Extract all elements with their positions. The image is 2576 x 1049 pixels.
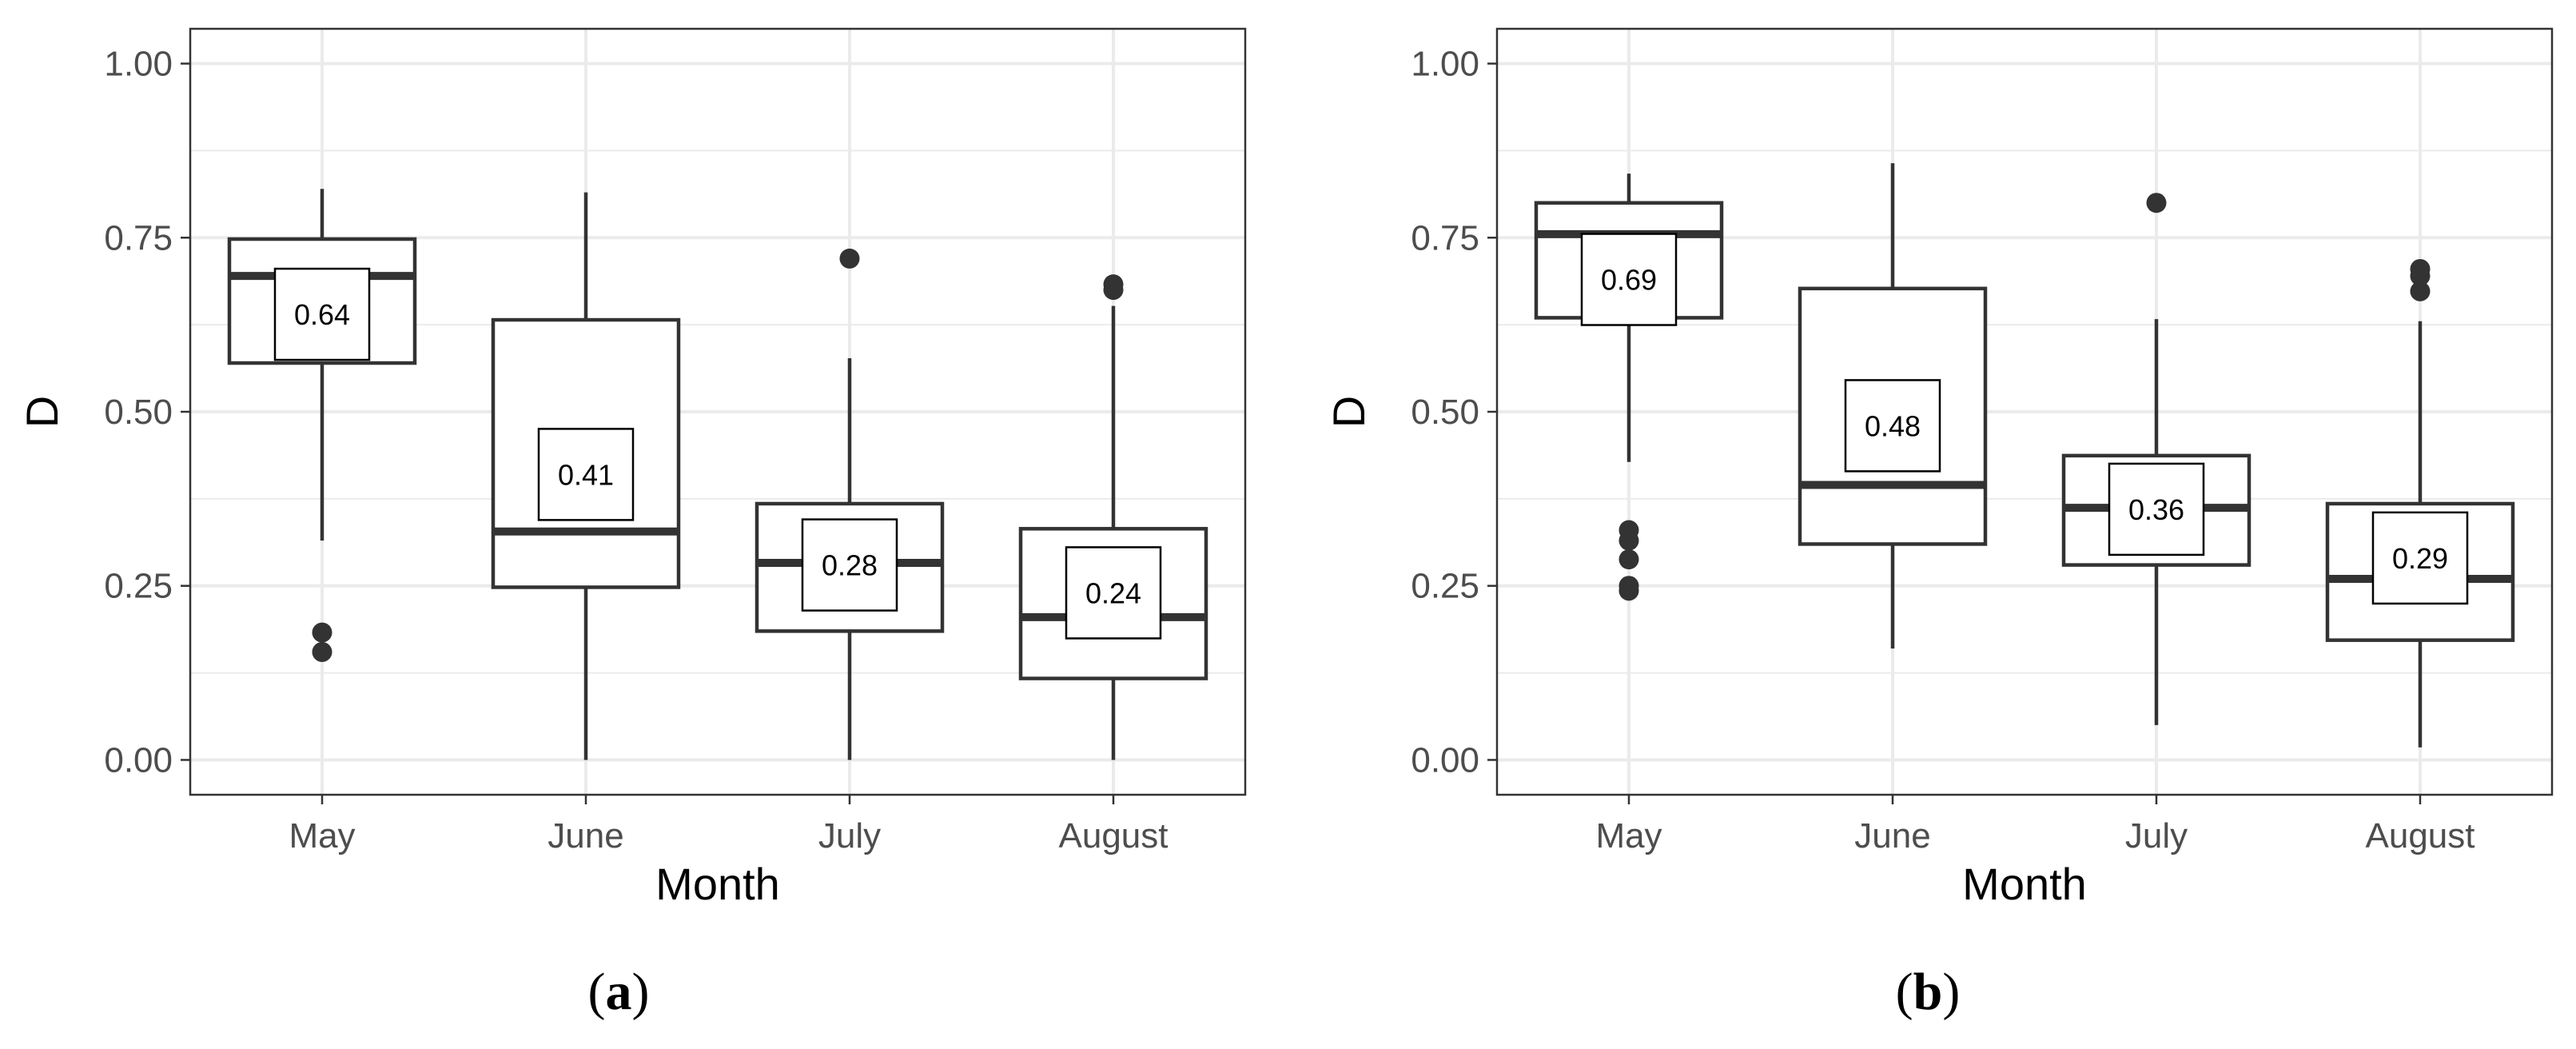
y-ticks: 0.00 0.25 0.50 0.75 1.00 xyxy=(104,45,190,780)
panel-a: 0.64 0.41 0.28 0.24 0.00 0.25 0.50 0.75 1.00 Ma… xyxy=(17,27,1247,1021)
x-tick-label: May xyxy=(289,816,355,856)
x-ticks: May June July August xyxy=(1595,795,2474,856)
mean-label: 0.64 xyxy=(294,298,350,331)
outlier-point xyxy=(2410,281,2431,301)
y-tick-label: 0.75 xyxy=(1411,218,1479,257)
x-tick-label: June xyxy=(1854,816,1930,856)
mean-label: 0.24 xyxy=(1085,576,1141,609)
x-tick-label: July xyxy=(2125,816,2188,856)
panel-label: (a) xyxy=(588,963,650,1021)
outlier-point xyxy=(1618,530,1639,551)
mean-label: 0.48 xyxy=(1865,409,1921,442)
mean-label-box xyxy=(273,267,371,361)
outlier-point xyxy=(1618,549,1639,570)
outlier-point xyxy=(312,641,332,662)
box-july: 0.28 xyxy=(754,248,945,760)
panel-label: (b) xyxy=(1896,963,1961,1021)
mean-label: 0.41 xyxy=(558,458,614,491)
mean-label: 0.36 xyxy=(2128,493,2184,526)
x-tick-label: June xyxy=(547,816,623,856)
x-tick-label: July xyxy=(818,816,881,856)
box-body xyxy=(1798,286,1988,546)
panel-b: 0.69 0.48 0.36 0.29 0.00 0.25 0.50 0.75 1.00 Ma… xyxy=(1324,27,2554,1021)
box-layer: 0.69 0.48 0.36 0.29 xyxy=(1534,163,2515,748)
mean-label: 0.28 xyxy=(822,549,878,582)
box-august: 0.29 xyxy=(2325,258,2515,748)
outlier-point xyxy=(312,622,332,643)
x-tick-label: May xyxy=(1595,816,1662,856)
mean-label-box xyxy=(2108,462,2205,556)
box-layer: 0.64 0.41 0.28 0.24 xyxy=(227,189,1208,760)
box-june: 0.41 xyxy=(491,192,681,760)
mean-label: 0.29 xyxy=(2392,542,2448,575)
box-july: 0.36 xyxy=(2061,193,2252,725)
mean-label-box xyxy=(2371,511,2469,605)
y-tick-label: 0.50 xyxy=(1411,393,1479,432)
outlier-point xyxy=(1103,280,1124,301)
outlier-point xyxy=(839,248,860,269)
y-tick-label: 0.25 xyxy=(1411,567,1479,606)
box-may: 0.69 xyxy=(1534,174,1724,601)
x-axis-title: Month xyxy=(1962,859,2087,909)
y-tick-label: 1.00 xyxy=(1411,45,1479,84)
mean-label: 0.69 xyxy=(1601,264,1657,297)
box-june: 0.48 xyxy=(1798,163,1988,649)
x-tick-label: August xyxy=(1059,816,1169,856)
x-axis-title: Month xyxy=(655,859,780,909)
y-tick-label: 0.75 xyxy=(104,218,173,257)
outlier-point xyxy=(2410,265,2431,286)
y-tick-label: 1.00 xyxy=(104,45,173,84)
y-tick-label: 0.00 xyxy=(1411,740,1479,780)
x-tick-label: August xyxy=(2366,816,2475,856)
y-ticks: 0.00 0.25 0.50 0.75 1.00 xyxy=(1411,45,1497,780)
mean-label-box xyxy=(1844,379,1941,473)
box-august: 0.24 xyxy=(1018,274,1208,760)
box-may: 0.64 xyxy=(227,189,417,662)
y-axis-title: D xyxy=(17,396,67,428)
y-tick-label: 0.00 xyxy=(104,740,173,780)
y-axis-title: D xyxy=(1324,396,1374,428)
mean-label-box xyxy=(801,518,898,612)
mean-label-box xyxy=(1580,233,1678,326)
outlier-point xyxy=(1618,580,1639,601)
outlier-point xyxy=(2146,193,2167,213)
y-tick-label: 0.50 xyxy=(104,393,173,432)
mean-label-box xyxy=(1065,546,1162,640)
y-tick-label: 0.25 xyxy=(104,567,173,606)
mean-label-box xyxy=(537,428,635,521)
x-ticks: May June July August xyxy=(289,795,1168,856)
